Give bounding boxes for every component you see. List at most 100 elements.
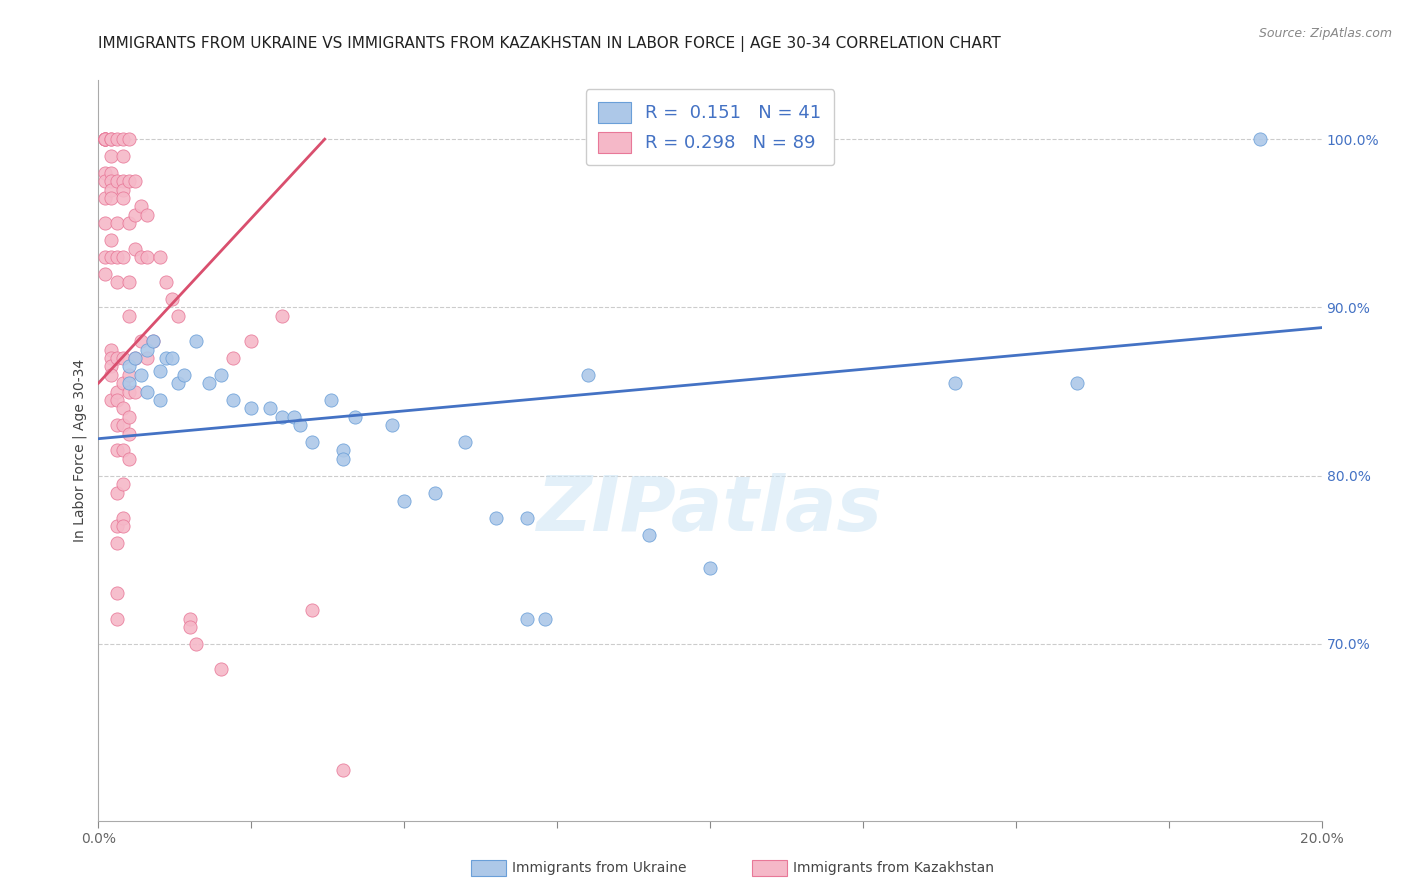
- Point: [155, 351, 177, 365]
- Point: [129, 250, 152, 264]
- Point: [332, 763, 354, 777]
- Point: [111, 351, 134, 365]
- Point: [100, 132, 122, 146]
- Text: Immigrants from Kazakhstan: Immigrants from Kazakhstan: [793, 861, 994, 875]
- Text: IMMIGRANTS FROM UKRAINE VS IMMIGRANTS FROM KAZAKHSTAN IN LABOR FORCE | AGE 30-34: IMMIGRANTS FROM UKRAINE VS IMMIGRANTS FR…: [98, 36, 1001, 52]
- Point: [105, 275, 128, 289]
- Point: [118, 174, 141, 188]
- Point: [93, 132, 115, 146]
- Point: [637, 527, 661, 541]
- Point: [118, 359, 141, 374]
- Point: [111, 250, 134, 264]
- Point: [222, 351, 245, 365]
- Point: [118, 409, 141, 424]
- Point: [100, 359, 122, 374]
- Point: [129, 199, 152, 213]
- Point: [136, 208, 159, 222]
- Point: [319, 392, 342, 407]
- Point: [105, 392, 128, 407]
- Point: [111, 174, 134, 188]
- Point: [100, 166, 122, 180]
- Point: [105, 250, 128, 264]
- Point: [93, 132, 115, 146]
- Point: [155, 275, 177, 289]
- Point: [160, 292, 183, 306]
- Point: [124, 174, 146, 188]
- Point: [93, 216, 115, 230]
- Point: [197, 376, 219, 391]
- Point: [118, 216, 141, 230]
- Point: [516, 510, 538, 524]
- Y-axis label: In Labor Force | Age 30-34: In Labor Force | Age 30-34: [73, 359, 87, 542]
- Point: [290, 418, 312, 433]
- Point: [149, 392, 172, 407]
- Point: [105, 519, 128, 533]
- Point: [124, 384, 146, 399]
- Point: [93, 250, 115, 264]
- Point: [105, 586, 128, 600]
- Point: [186, 334, 208, 348]
- Point: [344, 409, 367, 424]
- Point: [576, 368, 599, 382]
- Point: [124, 351, 146, 365]
- Point: [124, 242, 146, 256]
- Point: [149, 250, 172, 264]
- Point: [381, 418, 404, 433]
- Point: [534, 612, 557, 626]
- Point: [259, 401, 281, 416]
- Point: [118, 309, 141, 323]
- Point: [240, 334, 263, 348]
- Point: [118, 451, 141, 466]
- Point: [111, 401, 134, 416]
- Point: [167, 309, 190, 323]
- Point: [136, 250, 159, 264]
- Point: [129, 334, 152, 348]
- Point: [105, 216, 128, 230]
- Point: [111, 477, 134, 491]
- Point: [124, 351, 146, 365]
- Point: [93, 174, 115, 188]
- Point: [105, 485, 128, 500]
- Point: [105, 443, 128, 458]
- Point: [222, 392, 245, 407]
- Point: [118, 376, 141, 391]
- Point: [111, 376, 134, 391]
- Point: [423, 485, 446, 500]
- Point: [118, 368, 141, 382]
- Point: [301, 603, 323, 617]
- Point: [167, 376, 190, 391]
- Point: [118, 275, 141, 289]
- Point: [100, 343, 122, 357]
- Point: [105, 132, 128, 146]
- Point: [93, 132, 115, 146]
- Point: [100, 191, 122, 205]
- Point: [105, 384, 128, 399]
- Point: [179, 620, 201, 634]
- Point: [270, 309, 292, 323]
- Point: [100, 233, 122, 247]
- Text: ZIPatlas: ZIPatlas: [537, 473, 883, 547]
- Point: [142, 334, 165, 348]
- Point: [179, 612, 201, 626]
- Point: [111, 443, 134, 458]
- Point: [105, 612, 128, 626]
- Point: [93, 166, 115, 180]
- Point: [173, 368, 195, 382]
- Point: [111, 132, 134, 146]
- Point: [105, 536, 128, 550]
- Point: [129, 368, 152, 382]
- Point: [485, 510, 508, 524]
- Point: [136, 343, 159, 357]
- Point: [100, 132, 122, 146]
- Point: [160, 351, 183, 365]
- Point: [93, 132, 115, 146]
- Point: [209, 662, 232, 676]
- Point: [1249, 132, 1271, 146]
- Point: [93, 132, 115, 146]
- Point: [100, 250, 122, 264]
- Point: [105, 351, 128, 365]
- Point: [105, 418, 128, 433]
- Text: Source: ZipAtlas.com: Source: ZipAtlas.com: [1258, 27, 1392, 40]
- Point: [943, 376, 966, 391]
- Point: [93, 191, 115, 205]
